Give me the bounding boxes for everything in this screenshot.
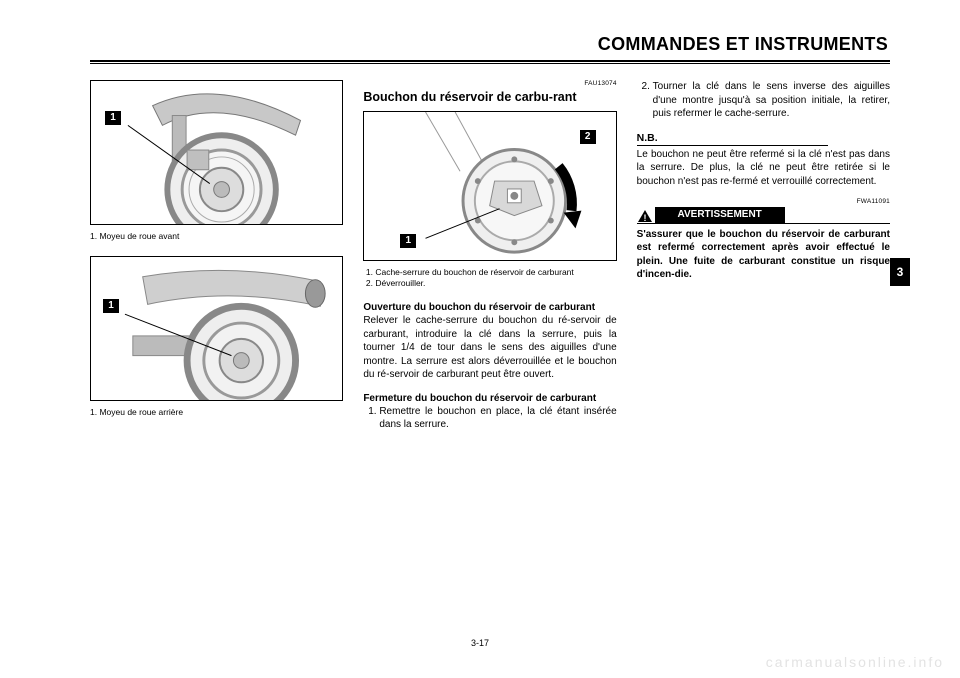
figure3-caption-list: Cache-serrure du bouchon de réservoir de… <box>363 267 616 289</box>
warn-code: FWA11091 <box>637 198 890 207</box>
section-title: Bouchon du réservoir de carbu-rant <box>363 90 616 105</box>
column-3: Tourner la clé dans le sens inverse des … <box>637 80 890 608</box>
manual-page: COMMANDES ET INSTRUMENTS 3 <box>0 0 960 678</box>
callout-1: 1 <box>105 111 121 125</box>
warning-heading: ! AVERTISSEMENT <box>637 208 890 224</box>
content-columns: 1 1. Moyeu de roue avant <box>90 80 890 608</box>
callout-1c: 1 <box>400 234 416 248</box>
figure2-caption: 1. Moyeu de roue arrière <box>90 407 343 418</box>
warning-label: AVERTISSEMENT <box>655 207 785 223</box>
svg-text:!: ! <box>643 213 646 223</box>
nb-body: Le bouchon ne peut être refermé si la cl… <box>637 148 890 189</box>
figure1-caption: 1. Moyeu de roue avant <box>90 231 343 242</box>
figure-fuel-cap: 2 1 <box>363 111 616 261</box>
figure-rear-wheel: 1 <box>90 256 343 401</box>
chapter-tab: 3 <box>890 258 910 286</box>
figure-front-wheel: 1 <box>90 80 343 225</box>
open-body: Relever le cache-serrure du bouchon du r… <box>363 314 616 382</box>
fig3-caption-1: Cache-serrure du bouchon de réservoir de… <box>375 267 616 278</box>
close-step-2: Tourner la clé dans le sens inverse des … <box>653 80 890 121</box>
page-title: COMMANDES ET INSTRUMENTS <box>598 34 888 55</box>
callout-1b: 1 <box>103 299 119 313</box>
close-steps: Remettre le bouchon en place, la clé éta… <box>363 405 616 432</box>
close-subhead: Fermeture du bouchon du réservoir de car… <box>363 392 616 405</box>
warning-triangle-icon: ! <box>637 209 653 223</box>
close-steps-cont: Tourner la clé dans le sens inverse des … <box>637 80 890 121</box>
callout-2: 2 <box>580 130 596 144</box>
warning-body: S'assurer que le bouchon du réservoir de… <box>637 228 890 282</box>
rule-top <box>90 60 890 62</box>
rule-top-thin <box>90 63 890 64</box>
column-2: FAU13074 Bouchon du réservoir de carbu-r… <box>363 80 616 608</box>
watermark: carmanualsonline.info <box>766 654 944 670</box>
nb-label: N.B. <box>637 131 828 146</box>
page-number: 3-17 <box>0 638 960 648</box>
column-1: 1 1. Moyeu de roue avant <box>90 80 343 608</box>
close-step-1: Remettre le bouchon en place, la clé éta… <box>379 405 616 432</box>
fig3-caption-2: Déverrouiller. <box>375 278 616 289</box>
open-subhead: Ouverture du bouchon du réservoir de car… <box>363 301 616 314</box>
ref-code: FAU13074 <box>363 80 616 89</box>
